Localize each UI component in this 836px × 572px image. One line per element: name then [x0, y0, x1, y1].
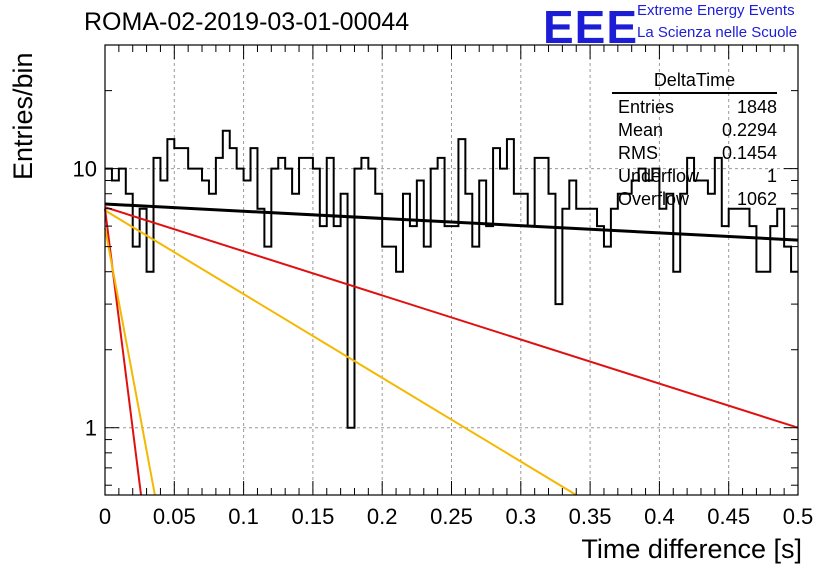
- y-tick-label: 10: [73, 157, 97, 182]
- chart-title: ROMA-02-2019-03-01-00044: [84, 8, 410, 36]
- stats-row-rms: RMS 0.1454: [612, 142, 777, 165]
- y-tick-label: 1: [85, 416, 97, 441]
- y-axis-label: Entries/bin: [8, 52, 38, 180]
- axes: [104, 44, 799, 496]
- fit-curve: [104, 227, 156, 496]
- x-tick-label: 0.45: [707, 504, 750, 529]
- histogram-steps: [105, 129, 798, 429]
- x-tick-label: 0.1: [228, 504, 259, 529]
- stats-title: DeltaTime: [612, 70, 777, 94]
- x-tick-label: 0.25: [430, 504, 473, 529]
- stats-value: 1062: [736, 189, 777, 209]
- fit-curve: [104, 202, 799, 242]
- fit-curves: [104, 202, 799, 496]
- stats-label: Overflow: [618, 189, 690, 209]
- fit-curve: [104, 209, 577, 496]
- x-tick-labels: 0 0.05 0.1 0.15 0.2 0.25 0.3 0.35 0.4 0.45 0.5: [99, 504, 813, 529]
- x-axis-label: Time difference [s]: [581, 534, 802, 564]
- x-tick-label: 0.2: [367, 504, 398, 529]
- x-tick-label: 0: [99, 504, 111, 529]
- stats-row-mean: Mean 0.2294: [612, 119, 777, 142]
- stats-label: Underflow: [618, 166, 700, 186]
- stats-label: Entries: [618, 97, 675, 117]
- stats-value: 0.2294: [721, 120, 777, 140]
- y-tick-labels: 1 10: [73, 157, 97, 441]
- fit-curve: [104, 206, 799, 429]
- x-tick-label: 0.4: [644, 504, 675, 529]
- stats-label: Mean: [618, 120, 664, 140]
- plot-frame: [104, 44, 799, 496]
- stats-row-overflow: Overflow 1062: [612, 188, 777, 211]
- stats-row-entries: Entries 1848: [612, 96, 777, 119]
- x-tick-label: 0.3: [506, 504, 537, 529]
- stats-value: 1848: [736, 97, 777, 117]
- histogram: [105, 129, 798, 429]
- stats-value: 1: [766, 166, 777, 186]
- logo-subtitle-2: La Scienza nelle Scuole: [637, 24, 798, 41]
- x-tick-label: 0.5: [783, 504, 814, 529]
- grid-lines: [105, 45, 798, 495]
- eee-logo: EEE: [543, 1, 639, 53]
- stats-label: RMS: [618, 143, 658, 163]
- x-tick-label: 0.15: [291, 504, 334, 529]
- logo-subtitle-1: Extreme Energy Events: [637, 2, 795, 19]
- stats-box: DeltaTime Entries 1848 Mean 0.2294 RMS 0…: [612, 70, 777, 211]
- stats-value: 0.1454: [721, 143, 777, 163]
- x-tick-label: 0.05: [153, 504, 196, 529]
- stats-row-underflow: Underflow 1: [612, 165, 777, 188]
- x-tick-label: 0.35: [569, 504, 612, 529]
